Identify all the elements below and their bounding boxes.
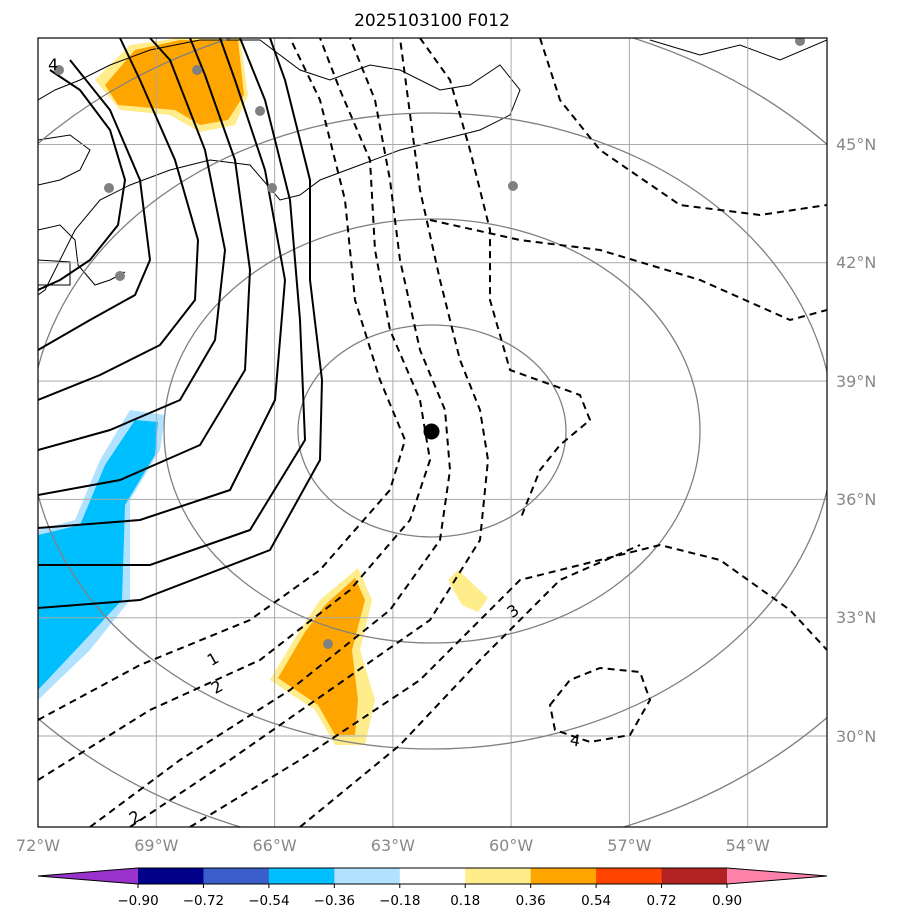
colorbar-tick-label: 0.36 <box>516 893 546 909</box>
colorbar-segment <box>596 868 663 884</box>
lat-tick: 39°N <box>836 372 876 391</box>
colorbar-tick-label: 0.72 <box>647 893 677 909</box>
lat-tick: 36°N <box>836 490 876 509</box>
lon-tick: 72°W <box>16 836 60 855</box>
gray-dot-icon <box>115 271 125 281</box>
lon-tick-labels: 72°W 69°W 66°W 63°W 60°W 57°W 54°W <box>16 836 770 855</box>
gray-dot-icon <box>104 183 114 193</box>
lon-tick: 69°W <box>134 836 178 855</box>
gray-dot-icon <box>54 65 64 75</box>
colorbar-tick-label: −0.72 <box>183 893 224 909</box>
colorbar-segment <box>530 868 597 884</box>
range-rings <box>38 38 827 827</box>
lon-tick: 57°W <box>607 836 651 855</box>
colorbar-tick-label: 0.90 <box>712 893 742 909</box>
stations <box>54 38 805 649</box>
negative-shade-west <box>38 420 158 690</box>
lat-tick: 30°N <box>836 727 876 746</box>
lat-tick: 45°N <box>836 135 876 154</box>
gray-dot-icon <box>255 106 265 116</box>
shading-layer <box>38 38 488 745</box>
figure-title: 2025103100 F012 <box>354 11 510 31</box>
gray-dot-icon <box>323 639 333 649</box>
colorbar-segment <box>661 868 728 884</box>
colorbar-extend-min <box>38 868 138 884</box>
contour-label: 3 <box>503 600 522 621</box>
lat-tick: 33°N <box>836 608 876 627</box>
lat-tick: 42°N <box>836 253 876 272</box>
lon-tick: 60°W <box>489 836 533 855</box>
gray-dot-icon <box>508 181 518 191</box>
colorbar-tick-label: −0.90 <box>117 893 158 909</box>
black-dot-icon <box>423 423 440 440</box>
colorbar-tick-label: −0.54 <box>248 893 289 909</box>
lon-tick: 66°W <box>253 836 297 855</box>
contour-label: 2 <box>208 676 226 698</box>
gray-dot-icon <box>192 65 202 75</box>
colorbar-segment <box>138 868 204 884</box>
plot-frame <box>37 37 828 828</box>
solid-contours <box>38 38 324 609</box>
gray-dot-icon <box>795 38 805 46</box>
colorbar-segment <box>334 868 401 884</box>
colorbar-tick-label: −0.18 <box>379 893 420 909</box>
colorbar-tick-label: −0.36 <box>314 893 355 909</box>
lon-tick: 54°W <box>726 836 770 855</box>
lat-tick-labels: 45°N 42°N 39°N 36°N 33°N 30°N <box>836 135 876 746</box>
gridlines <box>38 38 827 827</box>
colorbar-segment <box>203 868 270 884</box>
colorbar: −0.90 −0.72 −0.54 −0.36 −0.18 0.18 0.36 0.54 0.7… <box>37 867 828 909</box>
colorbar-extend-max <box>727 868 827 884</box>
colorbar-segment <box>465 868 532 884</box>
positive-shade-north-core <box>105 40 244 125</box>
contour-label: 4 <box>569 730 582 750</box>
contour-label: 1 <box>204 648 222 670</box>
colorbar-segment <box>268 868 335 884</box>
lon-tick: 63°W <box>371 836 415 855</box>
colorbar-tick-label: 0.54 <box>581 893 611 909</box>
contour-label: 2 <box>126 806 144 828</box>
contour-label: 4 <box>48 55 58 74</box>
colorbar-tick-label: 0.18 <box>450 893 480 909</box>
colorbar-segment <box>399 868 466 884</box>
positive-shade-small <box>448 570 488 612</box>
plot-area: 1 2 2 3 4 4 <box>38 38 827 828</box>
gray-dot-icon <box>267 183 277 193</box>
